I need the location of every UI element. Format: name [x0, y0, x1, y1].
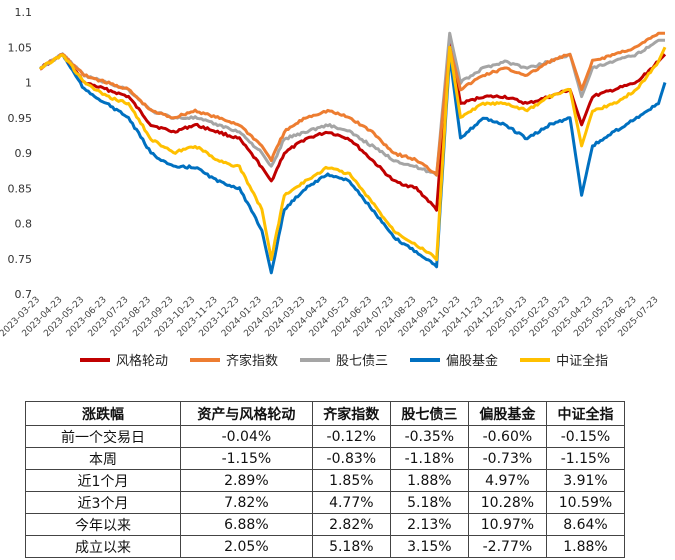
y-tick-label: 0.95	[8, 112, 33, 125]
col-header: 齐家指数	[311, 401, 391, 426]
legend-label: 偏股基金	[446, 354, 499, 369]
series-line-1	[39, 31, 665, 177]
cell: 2.89%	[180, 469, 313, 492]
legend-swatch	[520, 357, 551, 362]
table-header-row: 涨跌幅 资产与风格轮动 齐家指数 股七债三 偏股基金 中证全指	[25, 401, 626, 426]
table-row: 本周 -1.15% -0.83% -1.18% -0.73% -1.15%	[25, 447, 626, 470]
table-row: 前一个交易日 -0.04% -0.12% -0.35% -0.60% -0.15…	[25, 425, 626, 448]
plot-area	[38, 31, 667, 275]
cell: -0.35%	[389, 425, 469, 448]
cell: 10.59%	[545, 491, 626, 514]
legend-item: 中证全指	[520, 350, 608, 369]
cell: -0.83%	[311, 447, 391, 470]
cell: 2.82%	[311, 513, 391, 536]
legend-label: 中证全指	[556, 354, 609, 369]
series-line-3	[39, 52, 667, 275]
cell: 2.05%	[180, 535, 313, 558]
y-tick-label: 0.7	[15, 288, 33, 301]
cell: 2.13%	[389, 513, 469, 536]
legend-label: 风格轮动	[116, 354, 169, 369]
cell: -0.04%	[180, 425, 313, 448]
row-label: 今年以来	[25, 513, 181, 536]
row-label: 本周	[25, 447, 181, 470]
series-line-4	[38, 45, 667, 262]
table-row: 近1个月 2.89% 1.85% 1.88% 4.97% 3.91%	[25, 469, 626, 492]
cell: 1.88%	[545, 535, 626, 558]
legend-swatch	[190, 357, 221, 362]
y-tick-label: 0.9	[15, 147, 33, 160]
row-label: 成立以来	[25, 535, 181, 558]
y-tick-label: 1.1	[15, 6, 33, 19]
cell: 4.97%	[467, 469, 547, 492]
cell: -1.15%	[180, 447, 313, 470]
legend-swatch	[300, 357, 331, 362]
table-row: 今年以来 6.88% 2.82% 2.13% 10.97% 8.64%	[25, 513, 626, 536]
performance-table: 涨跌幅 资产与风格轮动 齐家指数 股七债三 偏股基金 中证全指 前一个交易日 -…	[25, 401, 626, 558]
cell: 5.18%	[311, 535, 391, 558]
col-header: 涨跌幅	[25, 401, 181, 426]
y-tick-label: 0.8	[15, 218, 33, 231]
line-chart: 0.7 0.75 0.8 0.85 0.9 0.95 1 1.05 1.1 2023-03-23…	[0, 6, 667, 339]
cell: 6.88%	[180, 513, 313, 536]
cell: 3.91%	[545, 469, 626, 492]
cell: -0.73%	[467, 447, 547, 470]
y-axis-ticks: 0.7 0.75 0.8 0.85 0.9 0.95 1 1.05 1.1	[8, 6, 33, 301]
legend-label: 股七债三	[336, 354, 389, 369]
y-tick-label: 0.85	[8, 182, 33, 195]
y-tick-label: 0.75	[8, 253, 33, 266]
legend-label: 齐家指数	[226, 354, 279, 369]
cell: -1.15%	[545, 447, 626, 470]
legend-item: 齐家指数	[190, 350, 278, 369]
legend-swatch	[410, 357, 441, 362]
legend-swatch	[80, 357, 110, 362]
table-row: 近3个月 7.82% 4.77% 5.18% 10.28% 10.59%	[25, 491, 626, 514]
y-tick-label: 1.05	[8, 41, 33, 54]
cell: 10.28%	[467, 491, 547, 514]
x-axis-ticks: 2023-03-232023-04-232023-05-232023-06-23…	[0, 295, 661, 339]
cell: 7.82%	[180, 491, 313, 514]
cell: -0.12%	[311, 425, 391, 448]
col-header: 偏股基金	[467, 401, 547, 426]
col-header: 股七债三	[389, 401, 469, 426]
row-label: 近1个月	[25, 469, 181, 492]
row-label: 近3个月	[25, 491, 181, 514]
cell: 4.77%	[311, 491, 391, 514]
cell: 10.97%	[467, 513, 547, 536]
cell: -0.15%	[545, 425, 626, 448]
cell: 1.88%	[389, 469, 469, 492]
cell: -2.77%	[467, 535, 547, 558]
cell: 1.85%	[311, 469, 391, 492]
row-label: 前一个交易日	[25, 425, 181, 448]
cell: 3.15%	[389, 535, 469, 558]
cell: 8.64%	[545, 513, 626, 536]
cell: -1.18%	[389, 447, 469, 470]
y-tick-label: 1	[25, 77, 32, 90]
cell: -0.60%	[467, 425, 547, 448]
col-header: 资产与风格轮动	[180, 401, 313, 426]
legend-item: 股七债三	[300, 350, 388, 369]
chart-legend: 风格轮动 齐家指数 股七债三 偏股基金 中证全指	[80, 350, 640, 369]
table-row: 成立以来 2.05% 5.18% 3.15% -2.77% 1.88%	[25, 535, 626, 558]
legend-item: 偏股基金	[410, 350, 498, 369]
col-header: 中证全指	[545, 401, 626, 426]
cell: 5.18%	[389, 491, 469, 514]
legend-item: 风格轮动	[80, 350, 168, 369]
